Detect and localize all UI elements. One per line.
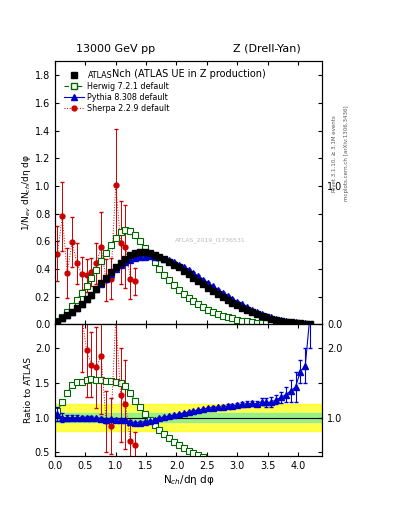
Text: Nch (ATLAS UE in Z production): Nch (ATLAS UE in Z production) <box>112 69 266 79</box>
Text: 13000 GeV pp: 13000 GeV pp <box>76 44 156 54</box>
Text: Z (Drell-Yan): Z (Drell-Yan) <box>233 44 301 54</box>
Y-axis label: Ratio to ATLAS: Ratio to ATLAS <box>24 357 33 423</box>
Text: mcplots.cern.ch [arXiv:1306.3436]: mcplots.cern.ch [arXiv:1306.3436] <box>344 106 349 201</box>
Y-axis label: 1/N$_{ev}$ dN$_{ch}$/dη dφ: 1/N$_{ev}$ dN$_{ch}$/dη dφ <box>20 154 33 231</box>
Text: ATLAS_2019_I1736531: ATLAS_2019_I1736531 <box>174 238 245 243</box>
Legend: ATLAS, Herwig 7.2.1 default, Pythia 8.308 default, Sherpa 2.2.9 default: ATLAS, Herwig 7.2.1 default, Pythia 8.30… <box>62 68 172 115</box>
Text: Rivet 3.1.10, ≥ 3.1M events: Rivet 3.1.10, ≥ 3.1M events <box>332 115 337 192</box>
X-axis label: N$_{ch}$/dη dφ: N$_{ch}$/dη dφ <box>163 473 215 487</box>
